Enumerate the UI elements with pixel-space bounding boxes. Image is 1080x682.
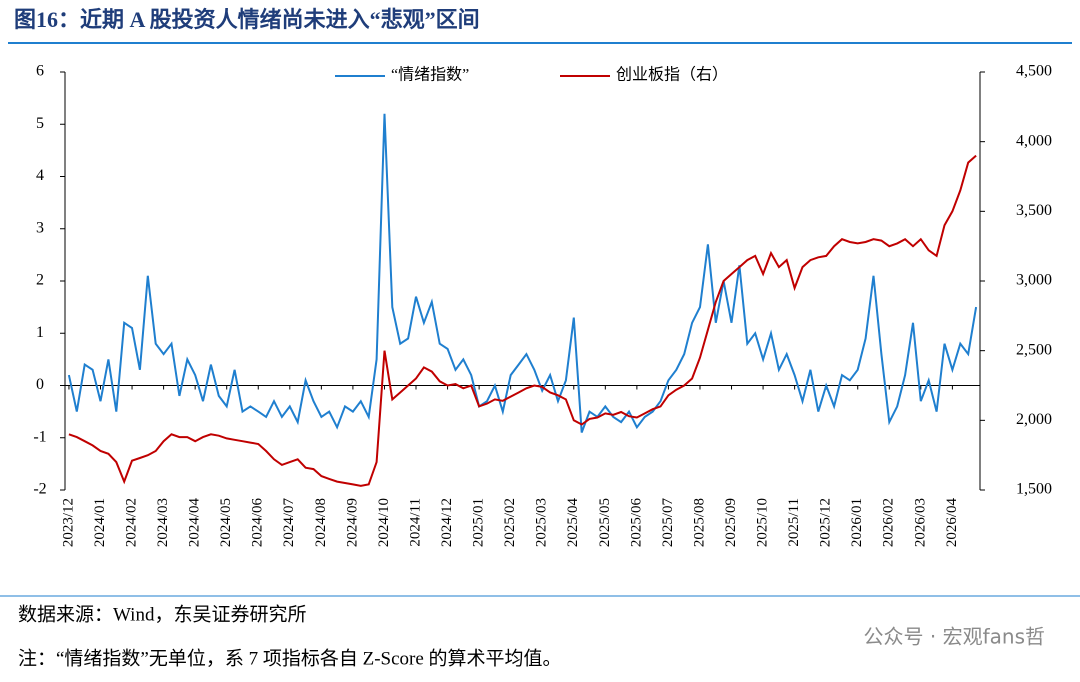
y-tick-label: 5 xyxy=(36,115,44,132)
y2-tick-label: 3,500 xyxy=(1016,202,1052,219)
x-tick-label: 2025/08 xyxy=(691,498,707,547)
chart-title: 图16：近期 A 股投资人情绪尚未进入“悲观”区间 xyxy=(14,7,480,32)
x-tick-label: 2025/12 xyxy=(818,498,834,547)
x-tick-label: 2025/03 xyxy=(534,498,550,547)
y-tick-label: 0 xyxy=(36,376,44,393)
series-line xyxy=(68,154,977,487)
x-tick-label: 2025/10 xyxy=(755,498,771,547)
x-tick-label: 2024/06 xyxy=(250,498,266,548)
x-tick-label: 2024/10 xyxy=(376,498,392,547)
x-tick-label: 2025/09 xyxy=(723,498,739,547)
x-tick-label: 2024/12 xyxy=(439,498,455,547)
x-tick-label: 2024/07 xyxy=(281,498,297,548)
x-tick-label: 2025/01 xyxy=(471,498,487,547)
y2-tick-label: 3,000 xyxy=(1016,272,1052,289)
x-tick-label: 2024/02 xyxy=(123,498,139,547)
y2-tick-label: 1,500 xyxy=(1016,481,1052,498)
y-tick-label: 4 xyxy=(36,167,44,184)
x-tick-label: 2025/04 xyxy=(565,498,581,548)
x-tick-label: 2025/11 xyxy=(786,498,802,547)
x-tick-label: 2026/01 xyxy=(849,498,865,547)
x-tick-label: 2024/08 xyxy=(313,498,329,547)
y2-tick-label: 4,000 xyxy=(1016,132,1052,149)
legend-label: “情绪指数” xyxy=(391,66,469,84)
x-tick-label: 2024/03 xyxy=(155,498,171,547)
x-tick-label: 2023/12 xyxy=(60,498,76,547)
watermark: 公众号 · 宏观fans哲 xyxy=(864,625,1045,649)
y-tick-label: 3 xyxy=(36,219,44,236)
x-tick-label: 2024/11 xyxy=(407,498,423,547)
y2-tick-label: 2,000 xyxy=(1016,411,1052,428)
y-tick-label: 2 xyxy=(36,272,44,289)
y2-tick-label: 2,500 xyxy=(1016,341,1052,358)
x-tick-label: 2024/05 xyxy=(218,498,234,547)
y-tick-label: -2 xyxy=(33,481,46,498)
legend-label: 创业板指（右） xyxy=(616,66,728,84)
x-tick-label: 2025/06 xyxy=(628,498,644,548)
x-tick-label: 2024/01 xyxy=(92,498,108,547)
x-tick-label: 2025/07 xyxy=(660,498,676,548)
note: 注：“情绪指数”无单位，系 7 项指标各自 Z-Score 的算术平均值。 xyxy=(18,647,562,669)
y-tick-label: 1 xyxy=(36,324,44,341)
series-line xyxy=(67,113,978,433)
source: 数据来源：Wind，东吴证券研究所 xyxy=(18,603,306,625)
x-tick-label: 2024/09 xyxy=(344,498,360,547)
x-tick-label: 2024/04 xyxy=(187,498,203,548)
x-tick-label: 2026/02 xyxy=(881,498,897,547)
y-tick-label: 6 xyxy=(36,63,44,80)
x-tick-label: 2026/04 xyxy=(944,498,960,548)
x-tick-label: 2026/03 xyxy=(912,498,928,547)
y-tick-label: -1 xyxy=(33,428,46,445)
x-tick-label: 2025/02 xyxy=(502,498,518,547)
y2-tick-label: 4,500 xyxy=(1016,63,1052,80)
x-tick-label: 2025/05 xyxy=(597,498,613,547)
